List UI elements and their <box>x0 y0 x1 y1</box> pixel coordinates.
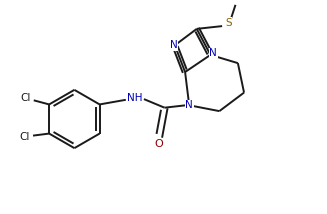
Text: NH: NH <box>127 94 142 103</box>
Text: Cl: Cl <box>19 132 30 142</box>
Text: N: N <box>209 48 217 58</box>
Text: N: N <box>170 40 177 50</box>
Text: N: N <box>185 100 193 110</box>
Text: O: O <box>154 139 163 149</box>
Text: S: S <box>225 18 232 28</box>
Text: Cl: Cl <box>20 93 30 103</box>
